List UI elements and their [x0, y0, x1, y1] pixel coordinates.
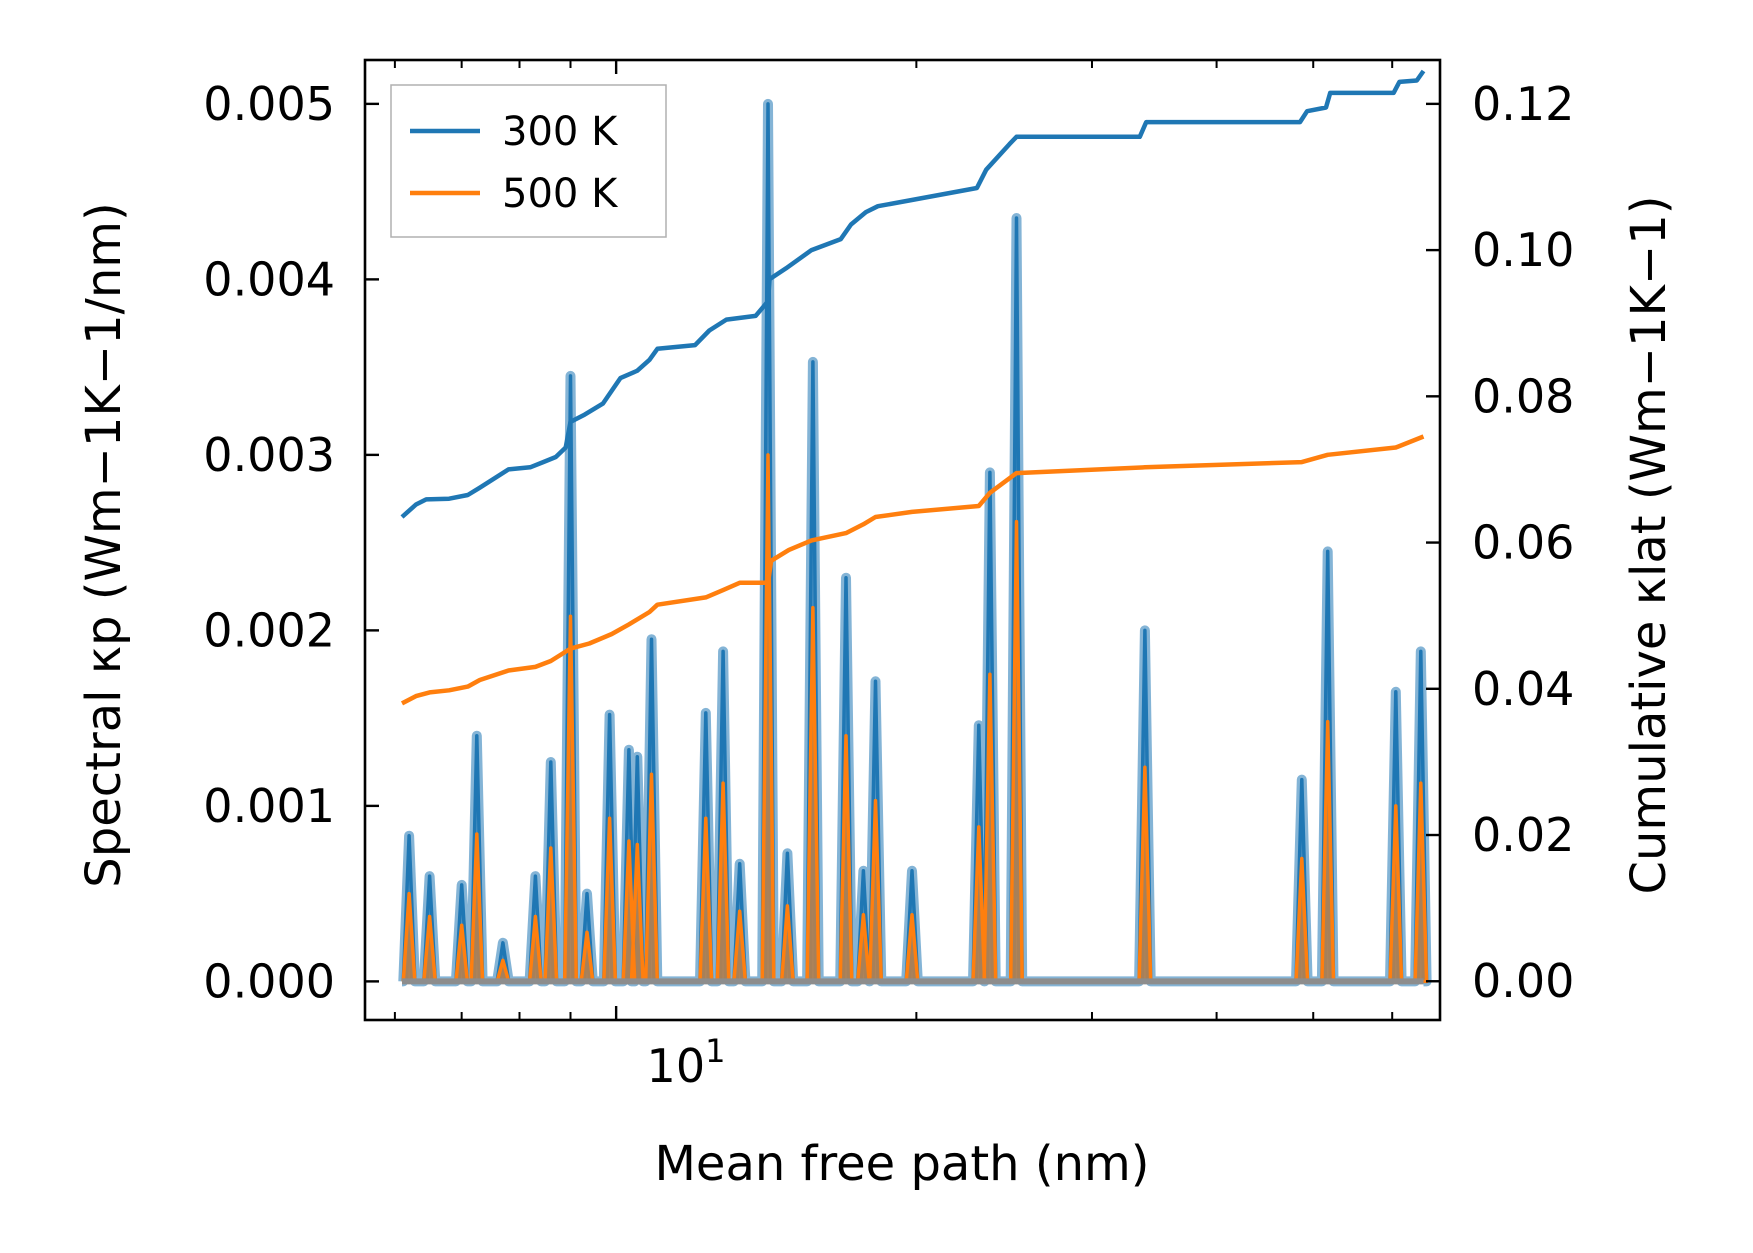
ticks: [365, 60, 1440, 1020]
right-tick-label: 0.10: [1472, 223, 1574, 277]
cumulative-line-500k: [400, 434, 1425, 706]
plot-content: [398, 69, 1432, 987]
left-tick-label: 0.002: [203, 603, 335, 657]
right-tick-label: 0.12: [1472, 77, 1574, 131]
cumulative-line-300k: [400, 69, 1426, 519]
right-tick-label: 0.08: [1472, 369, 1574, 423]
x-tick-exponent: 1: [705, 1032, 725, 1070]
left-tick-label: 0.005: [203, 77, 335, 131]
right-tick-labels: 0.00 0.02 0.04 0.06 0.08 0.10 0.12: [1472, 77, 1574, 1008]
y-axis-title-right: Cumulative κlat (Wm−1K−1): [1621, 196, 1677, 895]
legend-label-500k: 500 K: [502, 171, 619, 217]
left-tick-label: 0.001: [203, 779, 335, 833]
plot-frame: [363, 58, 1442, 1022]
y-axis-title-left: Spectral κp (Wm−1K−1/nm): [76, 202, 132, 887]
legend: 300 K 500 K: [390, 84, 667, 238]
right-tick-label: 0.02: [1472, 808, 1574, 862]
right-tick-label: 0.06: [1472, 516, 1574, 570]
x-tick-label-10: 101: [647, 1032, 726, 1093]
right-tick-label: 0.00: [1472, 954, 1574, 1008]
left-tick-label: 0.000: [203, 954, 335, 1008]
x-tick-base: 10: [647, 1039, 706, 1093]
left-tick-label: 0.004: [203, 252, 335, 306]
left-tick-label: 0.003: [203, 428, 335, 482]
legend-box: [390, 84, 667, 238]
x-axis-title: Mean free path (nm): [655, 1136, 1150, 1192]
legend-label-300k: 300 K: [502, 109, 619, 155]
right-tick-label: 0.04: [1472, 662, 1574, 716]
left-tick-labels: 0.000 0.001 0.002 0.003 0.004 0.005: [203, 77, 335, 1009]
